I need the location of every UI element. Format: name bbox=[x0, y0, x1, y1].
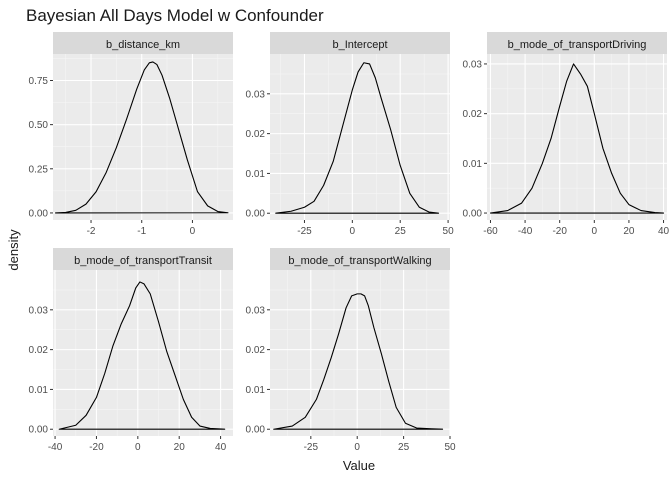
facet-strip bbox=[53, 32, 233, 54]
density-curve bbox=[273, 293, 444, 430]
y-tick-label: 0.03 bbox=[246, 305, 266, 316]
facet-panels: b_distance_km -2 -1 0 0.00 0.25 0.50 0.75 b_Inte… bbox=[29, 32, 670, 453]
y-tick-label: 0.01 bbox=[29, 385, 49, 396]
facet-strip-label: b_mode_of_transportDriving bbox=[508, 39, 647, 51]
facet-strip-label: b_Intercept bbox=[332, 39, 387, 51]
facet-strip-label: b_distance_km bbox=[106, 39, 180, 51]
facet-strip-label: b_mode_of_transportTransit bbox=[74, 255, 212, 267]
density-curve bbox=[489, 63, 665, 214]
x-tick-label: 40 bbox=[215, 442, 227, 453]
x-tick-label: -20 bbox=[552, 226, 567, 237]
y-tick-label: 0.00 bbox=[29, 208, 49, 219]
facet-panel: b_distance_km -2 -1 0 0.00 0.25 0.50 0.75 bbox=[29, 32, 233, 237]
x-tick-label: 0 bbox=[190, 226, 196, 237]
x-tick-label: -40 bbox=[48, 442, 63, 453]
x-tick-label: 40 bbox=[658, 226, 670, 237]
y-tick-label: 0.01 bbox=[463, 159, 483, 170]
y-tick-label: 0.75 bbox=[29, 76, 49, 87]
density-curve bbox=[54, 61, 229, 214]
y-tick-label: 0.01 bbox=[246, 169, 266, 180]
facet-strip bbox=[270, 32, 450, 54]
x-tick-label: -20 bbox=[89, 442, 104, 453]
x-tick-label: 25 bbox=[398, 442, 410, 453]
x-tick-label: 0 bbox=[135, 442, 141, 453]
facet-panel: b_mode_of_transportDriving -60 -40 -20 0 20 40… bbox=[463, 32, 670, 237]
y-tick-label: 0.03 bbox=[246, 89, 266, 100]
x-tick-label: -1 bbox=[137, 226, 146, 237]
x-tick-label: 20 bbox=[623, 226, 635, 237]
facet-strip-label: b_mode_of_transportWalking bbox=[288, 255, 431, 267]
y-axis-label: density bbox=[6, 229, 21, 271]
panel-background bbox=[270, 54, 450, 220]
x-tick-label: 0 bbox=[354, 442, 360, 453]
x-tick-label: -25 bbox=[304, 442, 319, 453]
density-curve bbox=[275, 62, 440, 214]
y-tick-label: 0.00 bbox=[29, 425, 49, 436]
y-tick-label: 0.01 bbox=[246, 385, 266, 396]
x-tick-label: 50 bbox=[443, 226, 455, 237]
y-tick-label: 0.02 bbox=[246, 345, 266, 356]
x-tick-label: -2 bbox=[87, 226, 96, 237]
x-tick-label: 0 bbox=[592, 226, 598, 237]
y-tick-label: 0.00 bbox=[246, 209, 266, 220]
x-tick-label: -25 bbox=[297, 226, 312, 237]
x-tick-label: 50 bbox=[444, 442, 456, 453]
facet-panel: b_Intercept -25 0 25 50 0.00 0.01 0.02 0.03 bbox=[246, 32, 455, 237]
y-tick-label: 0.03 bbox=[29, 305, 49, 316]
density-curve bbox=[58, 281, 226, 430]
y-tick-label: 0.25 bbox=[29, 164, 49, 175]
x-tick-label: 25 bbox=[395, 226, 407, 237]
x-axis-label: Value bbox=[343, 458, 375, 473]
facet-strip bbox=[487, 32, 667, 54]
facet-panel: b_mode_of_transportTransit -40 -20 0 20 40 0.0… bbox=[29, 248, 233, 453]
x-tick-label: 20 bbox=[174, 442, 186, 453]
y-tick-label: 0.02 bbox=[29, 345, 49, 356]
x-tick-label: 0 bbox=[350, 226, 356, 237]
facet-strip bbox=[53, 248, 233, 270]
x-tick-label: -60 bbox=[483, 226, 498, 237]
chart-title: Bayesian All Days Model w Confounder bbox=[26, 6, 324, 25]
panel-background bbox=[270, 270, 450, 436]
y-tick-label: 0.00 bbox=[463, 209, 483, 220]
facet-strip bbox=[270, 248, 450, 270]
y-tick-label: 0.03 bbox=[463, 59, 483, 70]
facet-panel: b_mode_of_transportWalking -25 0 25 50 0.00 0.… bbox=[246, 248, 456, 453]
y-tick-label: 0.00 bbox=[246, 425, 266, 436]
y-tick-label: 0.50 bbox=[29, 120, 49, 131]
x-tick-label: -40 bbox=[518, 226, 533, 237]
panel-background bbox=[53, 270, 233, 436]
panel-background bbox=[53, 54, 233, 220]
y-tick-label: 0.02 bbox=[246, 129, 266, 140]
y-tick-label: 0.02 bbox=[463, 109, 483, 120]
